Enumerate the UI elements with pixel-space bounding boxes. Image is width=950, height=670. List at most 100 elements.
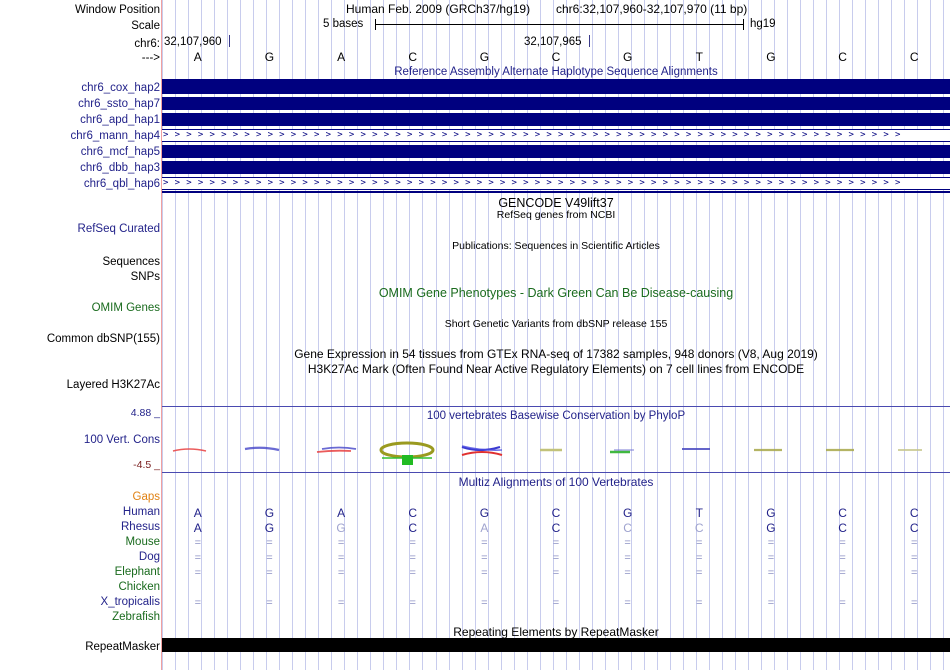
conservation-bottom-border xyxy=(162,472,950,473)
haplotype-bar-chr6_mann_hap4[interactable]: >>>>>>>>>>>>>>>>>>>>>>>>>>>>>>>>>>>>>>>>… xyxy=(162,129,950,142)
ruler-base: C xyxy=(408,50,418,64)
scale-db-label: hg19 xyxy=(750,18,776,30)
alignment-gap-mark: = xyxy=(481,552,488,564)
alignment-gap-mark: = xyxy=(552,567,560,579)
wiggle-base-4 xyxy=(379,441,435,465)
phylop-wiggle-plot xyxy=(172,441,922,465)
scale-label: Scale xyxy=(131,20,160,32)
conservation-title: 100 vertebrates Basewise Conservation by… xyxy=(426,410,686,422)
species-label-human[interactable]: Human xyxy=(122,506,160,518)
alignment-base: C xyxy=(694,521,704,535)
alignment-gap-mark: = xyxy=(839,597,846,609)
common-dbsnp-label: Common dbSNP(155) xyxy=(46,333,160,345)
coord-start-label: 32,107,960 xyxy=(164,36,222,48)
alignment-gap-mark: = xyxy=(910,537,918,549)
haplotype-label-chr6_mcf_hap5[interactable]: chr6_mcf_hap5 xyxy=(80,145,160,158)
alignment-gap-mark: = xyxy=(194,597,202,609)
publications-title: Publications: Sequences in Scientific Ar… xyxy=(452,240,660,252)
haplotype-label-chr6_mann_hap4[interactable]: chr6_mann_hap4 xyxy=(70,129,160,142)
omim-title: OMIM Gene Phenotypes - Dark Green Can Be… xyxy=(378,286,734,300)
alignment-gap-mark: = xyxy=(624,567,631,579)
gtex-title: Gene Expression in 54 tissues from GTEx … xyxy=(294,347,818,361)
conservation-max-value: 4.88 _ xyxy=(130,407,160,419)
wiggle-base-1 xyxy=(172,448,207,452)
conservation-min-value: -4.5 _ xyxy=(133,459,160,471)
haplotype-label-chr6_apd_hap1[interactable]: chr6_apd_hap1 xyxy=(80,113,160,126)
alignment-base: G xyxy=(622,506,633,520)
repeatmasker-label: RepeatMasker xyxy=(85,641,160,653)
alignment-gap-mark: = xyxy=(194,567,202,579)
ruler-base: C xyxy=(909,50,919,64)
haplotype-label-chr6_ssto_hap7[interactable]: chr6_ssto_hap7 xyxy=(78,97,160,110)
species-row-chicken xyxy=(162,581,950,595)
haplotype-label-chr6_cox_hap2[interactable]: chr6_cox_hap2 xyxy=(81,81,160,94)
haplotype-bar-chr6_apd_hap1[interactable] xyxy=(162,113,950,126)
alignment-base: C xyxy=(838,506,847,520)
alignment-base: C xyxy=(408,506,418,520)
species-label-zebrafish[interactable]: Zebrafish xyxy=(112,611,160,623)
alignment-base: C xyxy=(909,521,919,535)
alignment-base: C xyxy=(551,521,561,535)
alignment-base: A xyxy=(193,521,202,535)
ruler-base: G xyxy=(622,50,633,64)
scale-size-label: 5 bases xyxy=(323,18,364,30)
species-label-elephant[interactable]: Elephant xyxy=(114,566,160,578)
species-label-mouse[interactable]: Mouse xyxy=(125,536,160,548)
repeatmasker-bar xyxy=(162,638,950,652)
haplotype-bar-chr6_dbb_hap3[interactable] xyxy=(162,161,950,174)
h3k27ac-title: H3K27Ac Mark (Often Found Near Active Re… xyxy=(307,362,805,376)
wiggle-base-2 xyxy=(244,446,280,452)
alignment-gap-mark: = xyxy=(767,537,775,549)
direction-label: ---> xyxy=(141,52,160,64)
alignment-gap-mark: = xyxy=(696,552,703,564)
repeatmasker-title: Repeating Elements by RepeatMasker xyxy=(453,625,659,639)
alignment-gap-mark: = xyxy=(910,597,918,609)
refseq-curated-label: RefSeq Curated xyxy=(77,223,160,235)
haplotype-bar-chr6_cox_hap2[interactable] xyxy=(162,81,950,94)
alignment-base: C xyxy=(623,521,632,535)
alignment-gap-mark: = xyxy=(624,597,631,609)
coord-start-tick xyxy=(229,35,230,47)
alignment-base: C xyxy=(551,506,561,520)
alignment-gap-mark: = xyxy=(910,552,918,564)
alignment-gap-mark: = xyxy=(767,567,775,579)
omim-genes-label: OMIM Genes xyxy=(91,302,160,314)
window-position-label: Window Position xyxy=(74,4,160,16)
alignment-base: G xyxy=(766,506,776,520)
haplotype-bar-chr6_ssto_hap7[interactable] xyxy=(162,97,950,110)
alignment-gap-mark: = xyxy=(839,552,846,564)
species-label-x_tropicalis[interactable]: X_tropicalis xyxy=(100,596,160,608)
species-label-chicken[interactable]: Chicken xyxy=(118,581,160,593)
coord-mid-tick xyxy=(589,35,590,47)
species-row-dog: = = = = = = = = = = = xyxy=(162,551,950,565)
alignment-gap-mark: = xyxy=(409,597,416,609)
haplotype-label-chr6_dbb_hap3[interactable]: chr6_dbb_hap3 xyxy=(80,161,160,174)
alignment-gap-mark: = xyxy=(624,537,631,549)
species-row-x_tropicalis: = = = = = = = = = = = xyxy=(162,596,950,610)
position-title: chr6:32,107,960-32,107,970 (11 bp) xyxy=(556,2,748,16)
haplotype-bar-chr6_mcf_hap5[interactable] xyxy=(162,145,950,158)
haplotype-section-title: Reference Assembly Alternate Haplotype S… xyxy=(394,66,718,78)
wiggle-base-3 xyxy=(316,446,357,453)
chrom-label: chr6: xyxy=(134,38,160,50)
haplotype-label-chr6_qbl_hap6[interactable]: chr6_qbl_hap6 xyxy=(83,177,160,190)
alignment-base: G xyxy=(336,521,346,535)
species-label-dog[interactable]: Dog xyxy=(138,551,160,563)
haplotype-top-rule xyxy=(162,79,950,81)
strand-arrows-icon: >>>>>>>>>>>>>>>>>>>>>>>>>>>>>>>>>>>>>>>>… xyxy=(163,178,907,188)
ruler-base: G xyxy=(766,50,776,64)
alignment-base: C xyxy=(838,521,847,535)
alignment-gap-mark: = xyxy=(696,537,703,549)
species-label-rhesus[interactable]: Rhesus xyxy=(121,521,160,533)
alignment-base: G xyxy=(264,506,275,520)
ruler-base: G xyxy=(264,50,275,64)
assembly-title: Human Feb. 2009 (GRCh37/hg19) xyxy=(346,2,531,16)
haplotype-bar-chr6_qbl_hap6[interactable]: >>>>>>>>>>>>>>>>>>>>>>>>>>>>>>>>>>>>>>>>… xyxy=(162,177,950,190)
alignment-gap-mark: = xyxy=(266,567,273,579)
layered-h3k27ac-label: Layered H3K27Ac xyxy=(66,379,160,391)
alignment-gap-mark: = xyxy=(337,552,345,564)
alignment-gap-mark: = xyxy=(266,537,273,549)
